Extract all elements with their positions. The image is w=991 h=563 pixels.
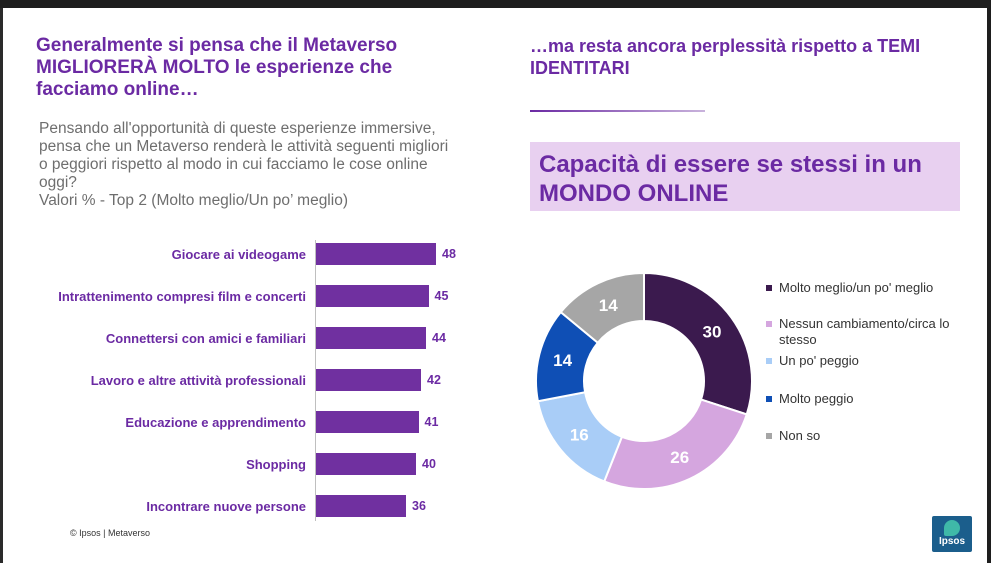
bar-value-label: 44 xyxy=(432,331,446,345)
bar-value-label: 36 xyxy=(412,499,426,513)
donut-value-label: 14 xyxy=(553,351,572,370)
highlight-box-title: Capacità di essere se stessi in un MONDO… xyxy=(539,151,922,207)
title-divider xyxy=(530,110,705,112)
legend-label: Molto peggio xyxy=(779,391,854,406)
highlight-box: Capacità di essere se stessi in un MONDO… xyxy=(530,142,960,211)
bar xyxy=(316,369,421,391)
ipsos-logo: Ipsos xyxy=(932,516,972,552)
bar xyxy=(316,411,419,433)
bar-label: Intrattenimento compresi film e concerti xyxy=(58,289,306,304)
bar-label: Shopping xyxy=(246,457,306,472)
bar xyxy=(316,453,416,475)
legend-label: Un po' peggio xyxy=(779,353,859,368)
bar-label: Lavoro e altre attività professionali xyxy=(90,373,306,388)
legend-swatch xyxy=(766,433,772,439)
bar-value-label: 41 xyxy=(424,415,439,429)
donut-value-label: 30 xyxy=(702,323,721,342)
donut-slice xyxy=(602,398,748,489)
bar xyxy=(316,495,406,517)
bar-value-label: 48 xyxy=(442,247,456,261)
bar-value-label: 40 xyxy=(422,457,436,471)
logo-mark-icon xyxy=(944,520,960,536)
legend-label: Nessun cambiamento/circa lo stesso xyxy=(779,316,950,347)
slide: Generalmente si pensa che il Metaverso M… xyxy=(0,8,987,563)
bar-value-label: 45 xyxy=(434,289,449,303)
bar-label: Educazione e apprendimento xyxy=(125,415,306,430)
right-title: …ma resta ancora perplessità rispetto a … xyxy=(530,36,921,78)
legend-swatch xyxy=(766,285,772,291)
donut-chart: 30 26 16 14 14 xyxy=(536,273,752,489)
bar-chart-axis xyxy=(315,240,316,521)
legend-swatch xyxy=(766,321,772,327)
donut-slice xyxy=(643,273,752,416)
legend-label: Molto meglio/un po' meglio xyxy=(779,280,934,295)
donut-value-label: 26 xyxy=(670,448,689,467)
bar-label: Connettersi con amici e familiari xyxy=(105,331,306,346)
bar xyxy=(316,285,429,307)
legend-swatch xyxy=(766,396,772,402)
footer-note: © Ipsos | Metaverso xyxy=(70,528,150,538)
donut-slice xyxy=(559,273,645,345)
bar xyxy=(316,243,436,265)
legend-label: Non so xyxy=(779,428,821,443)
left-title: Generalmente si pensa che il Metaverso M… xyxy=(36,35,398,100)
donut-value-label: 16 xyxy=(570,426,589,445)
bar-label: Incontrare nuove persone xyxy=(146,499,306,514)
question-subtitle: Pensando all'opportunità di queste esper… xyxy=(39,120,449,209)
bar-label: Giocare ai videogame xyxy=(171,247,306,262)
logo-text: Ipsos xyxy=(938,536,966,547)
bar xyxy=(316,327,426,349)
donut-value-label: 14 xyxy=(599,296,618,315)
legend-swatch xyxy=(766,358,772,364)
bar-value-label: 42 xyxy=(427,373,441,387)
